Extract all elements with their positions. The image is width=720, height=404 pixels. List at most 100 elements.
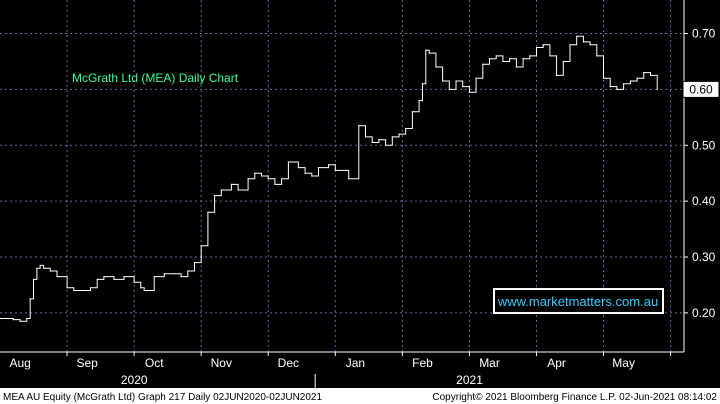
price-series	[0, 35, 658, 322]
price-point-35	[247, 178, 249, 180]
price-point-17	[103, 275, 105, 278]
price-point-2	[12, 318, 15, 321]
price-point-18	[113, 278, 115, 280]
price-point-65	[448, 88, 450, 90]
y-tick-label-2: 0.40	[692, 194, 716, 208]
x-year-label-1: 2021	[456, 373, 483, 387]
watermark-link[interactable]: www.marketmatters.com.au	[497, 294, 658, 309]
price-point-25	[173, 273, 175, 275]
price-point-34	[237, 189, 239, 191]
price-point-68	[468, 91, 471, 93]
price-point-30	[207, 211, 209, 213]
y-tick-label-3: 0.50	[692, 138, 716, 152]
price-point-22	[143, 289, 145, 292]
price-point-57	[405, 127, 407, 130]
x-month-label-3: Nov	[211, 356, 232, 370]
price-point-47	[334, 169, 336, 172]
price-point-56	[398, 133, 400, 135]
price-point-69	[475, 77, 477, 79]
price-point-6	[32, 278, 35, 280]
price-point-76	[522, 58, 524, 60]
price-point-21	[140, 287, 142, 289]
price-point-16	[96, 278, 98, 280]
price-point-84	[576, 35, 578, 37]
last-price-label: 0.60	[689, 82, 713, 96]
price-point-38	[267, 178, 269, 180]
price-point-96	[656, 88, 658, 90]
x-month-label-1: Sep	[76, 356, 98, 370]
price-point-64	[441, 80, 444, 82]
price-point-53	[378, 139, 380, 141]
price-point-24	[163, 273, 165, 275]
price-point-11	[56, 275, 58, 278]
chart-title: McGrath Ltd (MEA) Daily Chart	[72, 71, 239, 85]
price-point-80	[549, 55, 551, 57]
price-point-66	[455, 80, 457, 82]
y-tick-label-5: 0.70	[692, 27, 716, 41]
price-point-63	[435, 66, 437, 68]
price-point-45	[317, 167, 320, 169]
price-point-4	[26, 317, 28, 320]
price-point-23	[153, 275, 155, 278]
price-point-10	[49, 270, 51, 272]
price-point-42	[297, 167, 300, 169]
price-point-7	[36, 267, 38, 269]
price-point-82	[562, 60, 564, 63]
footer-right: Copyright© 2021 Bloomberg Finance L.P. 0…	[432, 392, 717, 403]
price-point-43	[304, 172, 306, 174]
price-point-59	[418, 99, 420, 102]
price-point-72	[495, 55, 497, 57]
axes	[0, 0, 688, 388]
price-point-77	[529, 55, 531, 57]
price-point-28	[193, 262, 196, 264]
x-year-label-0: 2020	[121, 373, 148, 387]
price-point-88	[602, 77, 605, 79]
price-point-62	[428, 52, 430, 54]
price-point-41	[287, 161, 289, 163]
price-point-3	[19, 320, 21, 322]
price-point-55	[391, 136, 393, 138]
price-point-89	[609, 86, 611, 88]
price-point-15	[89, 287, 92, 289]
x-month-label-9: May	[612, 356, 635, 370]
price-point-5	[29, 298, 31, 300]
watermark-box[interactable]: www.marketmatters.com.au	[493, 288, 664, 314]
price-point-51	[364, 136, 367, 138]
price-point-27	[187, 270, 189, 272]
price-point-58	[411, 111, 414, 113]
price-point-13	[73, 289, 75, 292]
price-point-9	[42, 267, 45, 269]
price-point-81	[555, 74, 558, 77]
x-month-label-6: Feb	[412, 356, 433, 370]
price-point-49	[348, 178, 350, 180]
price-point-8	[39, 264, 41, 266]
price-point-73	[502, 60, 504, 63]
price-point-87	[596, 55, 598, 57]
x-month-label-2: Oct	[145, 356, 164, 370]
price-point-29	[200, 245, 202, 247]
x-month-label-4: Dec	[278, 356, 299, 370]
price-point-95	[649, 74, 652, 77]
price-point-94	[643, 72, 645, 74]
price-point-70	[482, 63, 484, 65]
price-point-50	[358, 125, 360, 127]
price-point-60	[421, 83, 424, 85]
x-month-label-5: Jan	[346, 356, 365, 370]
x-month-label-8: Apr	[547, 356, 566, 370]
price-point-33	[230, 183, 232, 185]
price-point-86	[589, 44, 591, 46]
last-price-badge: 0.60	[682, 80, 720, 98]
price-point-32	[220, 189, 222, 191]
price-point-61	[425, 49, 427, 51]
price-point-79	[542, 44, 544, 46]
price-point-31	[213, 194, 216, 197]
price-point-93	[636, 77, 638, 79]
price-point-19	[123, 275, 125, 278]
footer-left: MEA AU Equity (McGrath Ltd) Graph 217 Da…	[3, 392, 322, 403]
price-point-91	[623, 83, 625, 85]
price-point-90	[616, 88, 618, 90]
price-point-75	[515, 66, 517, 68]
price-point-74	[509, 58, 511, 60]
